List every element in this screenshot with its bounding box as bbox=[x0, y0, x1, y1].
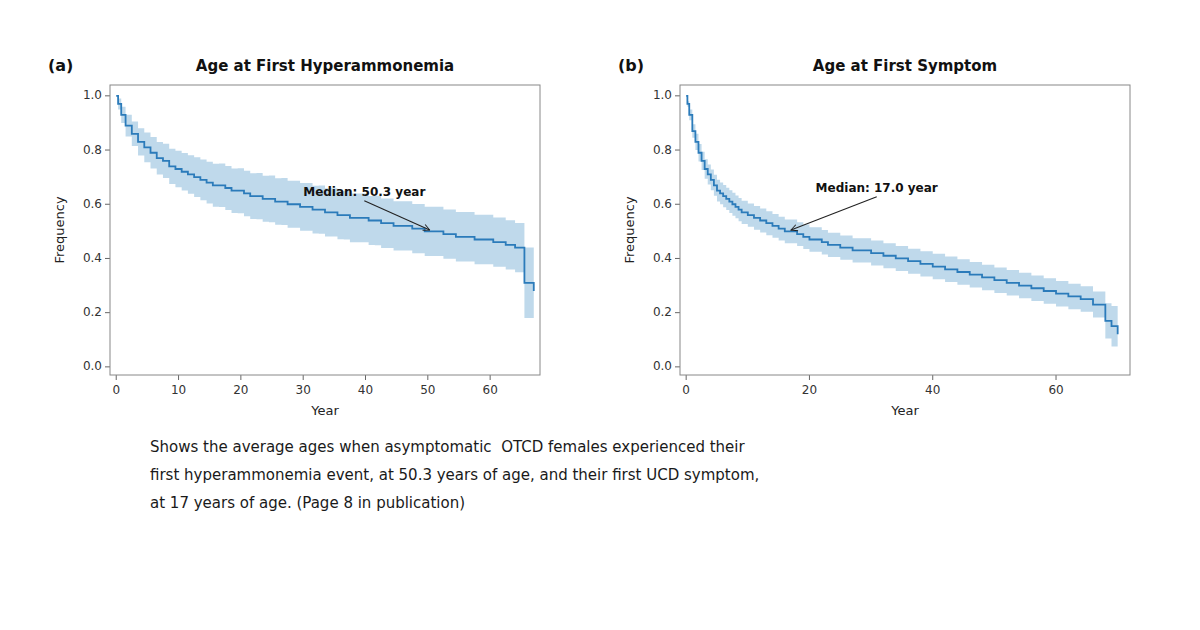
y-tick-label: 0.0 bbox=[83, 359, 102, 373]
x-tick bbox=[365, 375, 366, 380]
chart-title: Age at First Hyperammonemia bbox=[196, 57, 454, 75]
confidence-band bbox=[686, 96, 1118, 356]
survival-line bbox=[686, 96, 1118, 335]
x-tick-label: 40 bbox=[925, 383, 940, 397]
y-axis-label: Frequency bbox=[52, 196, 67, 263]
plot-data bbox=[116, 96, 534, 332]
panel: 0.0 0.2 0.4 0.6 0.8 1.0 0 20 40 60 Median: 17.0 ye… bbox=[618, 56, 1130, 418]
x-tick-label: 0 bbox=[682, 383, 690, 397]
x-tick-label: 0 bbox=[112, 383, 120, 397]
plot-frame bbox=[110, 85, 540, 375]
y-tick-label: 0.4 bbox=[83, 251, 102, 265]
y-tick bbox=[675, 204, 680, 205]
x-tick bbox=[686, 375, 687, 380]
y-tick bbox=[675, 95, 680, 96]
x-tick bbox=[490, 375, 491, 380]
y-tick bbox=[105, 312, 110, 313]
y-tick bbox=[105, 150, 110, 151]
figure: 0.0 0.2 0.4 0.6 0.8 1.0 0 10 20 30 40 50 60 Median: 5… bbox=[0, 0, 1200, 630]
x-tick bbox=[932, 375, 933, 380]
x-tick-label: 60 bbox=[1048, 383, 1063, 397]
y-tick-label: 0.4 bbox=[653, 251, 672, 265]
caption-line: first hyperammonemia event, at 50.3 year… bbox=[150, 466, 759, 484]
y-axis-label: Frequency bbox=[622, 196, 637, 263]
y-tick-label: 0.2 bbox=[83, 305, 102, 319]
caption-line: at 17 years of age. (Page 8 in publicati… bbox=[150, 494, 465, 512]
x-tick-label: 20 bbox=[233, 383, 248, 397]
x-tick bbox=[1056, 375, 1057, 380]
y-tick-label: 0.0 bbox=[653, 359, 672, 373]
caption-line: Shows the average ages when asymptomatic… bbox=[150, 438, 746, 456]
median-annotation: Median: 50.3 year bbox=[303, 185, 425, 199]
x-tick-label: 40 bbox=[358, 383, 373, 397]
x-tick-label: 30 bbox=[296, 383, 311, 397]
x-tick-label: 20 bbox=[802, 383, 817, 397]
x-tick-label: 50 bbox=[420, 383, 435, 397]
plot-background bbox=[110, 85, 540, 375]
confidence-band bbox=[116, 96, 534, 332]
y-tick bbox=[675, 150, 680, 151]
x-tick bbox=[116, 375, 117, 380]
panel: 0.0 0.2 0.4 0.6 0.8 1.0 0 10 20 30 40 50 60 Median: 5… bbox=[48, 56, 540, 418]
plot-data bbox=[686, 96, 1118, 356]
x-tick-label: 60 bbox=[483, 383, 498, 397]
chart-title: Age at First Symptom bbox=[813, 57, 997, 75]
x-tick bbox=[809, 375, 810, 380]
plot-background bbox=[680, 85, 1130, 375]
y-tick bbox=[675, 312, 680, 313]
median-annotation: Median: 17.0 year bbox=[816, 181, 938, 195]
panel-label: (a) bbox=[48, 56, 73, 75]
y-tick-label: 0.8 bbox=[83, 143, 102, 157]
survival-line bbox=[116, 96, 534, 291]
y-tick bbox=[105, 258, 110, 259]
y-tick-label: 0.6 bbox=[83, 197, 102, 211]
y-tick bbox=[675, 366, 680, 367]
y-tick bbox=[105, 204, 110, 205]
plot-frame bbox=[680, 85, 1130, 375]
x-tick bbox=[240, 375, 241, 380]
median-arrow bbox=[364, 201, 429, 230]
y-tick-label: 0.2 bbox=[653, 305, 672, 319]
x-tick bbox=[427, 375, 428, 380]
y-tick bbox=[675, 258, 680, 259]
caption: Shows the average ages when asymptomatic… bbox=[150, 438, 759, 512]
median-arrow bbox=[791, 197, 877, 230]
y-tick-label: 1.0 bbox=[83, 88, 102, 102]
y-tick bbox=[105, 95, 110, 96]
y-tick-label: 0.8 bbox=[653, 143, 672, 157]
x-tick bbox=[178, 375, 179, 380]
y-tick-label: 1.0 bbox=[653, 88, 672, 102]
y-tick bbox=[105, 366, 110, 367]
x-axis-label: Year bbox=[890, 403, 919, 418]
x-tick-label: 10 bbox=[171, 383, 186, 397]
x-tick bbox=[303, 375, 304, 380]
x-axis-label: Year bbox=[310, 403, 339, 418]
panel-label: (b) bbox=[618, 56, 644, 75]
y-tick-label: 0.6 bbox=[653, 197, 672, 211]
